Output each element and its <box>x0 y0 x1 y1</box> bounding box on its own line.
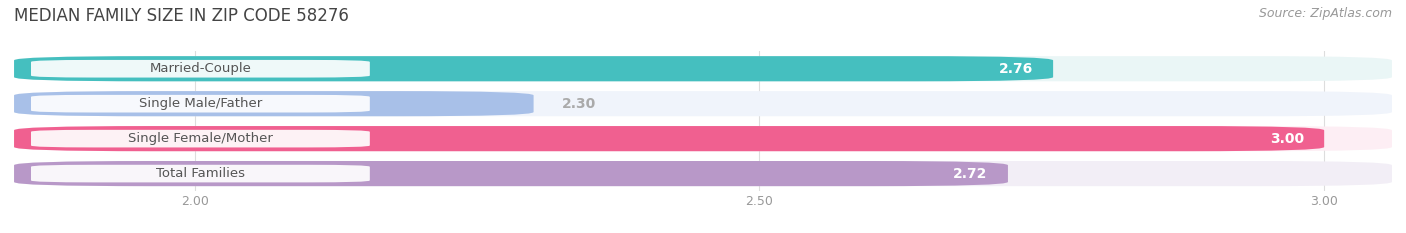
FancyBboxPatch shape <box>14 161 1008 186</box>
FancyBboxPatch shape <box>14 91 534 116</box>
Text: Single Female/Mother: Single Female/Mother <box>128 132 273 145</box>
Text: 2.72: 2.72 <box>953 167 987 181</box>
FancyBboxPatch shape <box>31 130 370 147</box>
FancyBboxPatch shape <box>14 56 1392 81</box>
FancyBboxPatch shape <box>14 161 1392 186</box>
FancyBboxPatch shape <box>31 165 370 182</box>
FancyBboxPatch shape <box>31 60 370 78</box>
Text: 2.76: 2.76 <box>998 62 1033 76</box>
FancyBboxPatch shape <box>14 126 1324 151</box>
FancyBboxPatch shape <box>14 56 1053 81</box>
Text: 3.00: 3.00 <box>1270 132 1303 146</box>
FancyBboxPatch shape <box>14 126 1392 151</box>
Text: Single Male/Father: Single Male/Father <box>139 97 262 110</box>
Text: Total Families: Total Families <box>156 167 245 180</box>
FancyBboxPatch shape <box>31 95 370 113</box>
Text: MEDIAN FAMILY SIZE IN ZIP CODE 58276: MEDIAN FAMILY SIZE IN ZIP CODE 58276 <box>14 7 349 25</box>
Text: Married-Couple: Married-Couple <box>149 62 252 75</box>
FancyBboxPatch shape <box>14 91 1392 116</box>
Text: 2.30: 2.30 <box>562 97 596 111</box>
Text: Source: ZipAtlas.com: Source: ZipAtlas.com <box>1258 7 1392 20</box>
